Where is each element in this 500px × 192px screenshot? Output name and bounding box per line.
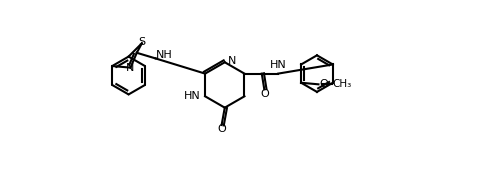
Text: O: O [217,124,226,134]
Text: NH: NH [156,50,173,60]
Text: S: S [138,37,145,47]
Text: HN: HN [270,60,286,70]
Text: CH₃: CH₃ [332,79,351,89]
Text: O: O [320,79,328,89]
Text: N: N [228,56,236,66]
Text: O: O [260,89,270,99]
Text: HN: HN [184,91,200,101]
Text: N: N [126,63,134,73]
